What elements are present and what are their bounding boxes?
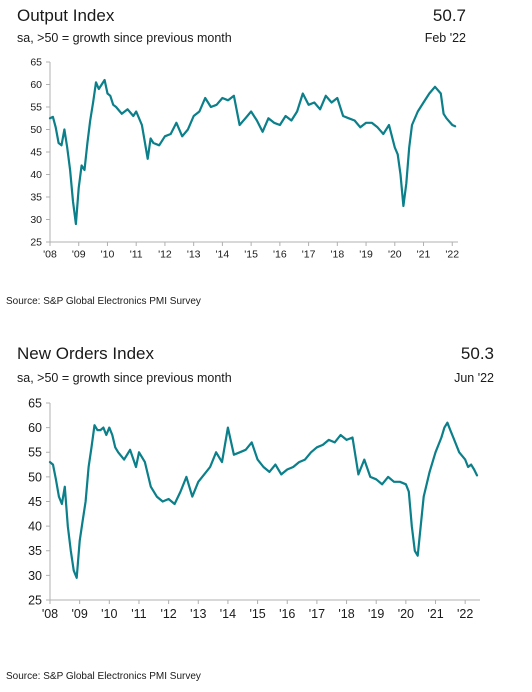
y-tick-label: 40 — [28, 520, 42, 534]
x-tick-label: '22 — [445, 249, 459, 261]
x-tick-label: '15 — [244, 249, 258, 261]
x-tick-label: '21 — [417, 249, 431, 261]
x-tick-label: '22 — [457, 607, 473, 621]
chart-subtitle: sa, >50 = growth since previous month — [17, 371, 232, 385]
source-note: Source: S&P Global Electronics PMI Surve… — [6, 671, 201, 682]
y-tick-label: 30 — [28, 569, 42, 583]
x-tick-label: '17 — [302, 249, 316, 261]
y-tick-label: 45 — [30, 147, 42, 159]
x-tick-label: '21 — [427, 607, 443, 621]
y-tick-label: 25 — [28, 593, 42, 607]
y-tick-label: 45 — [28, 495, 42, 509]
source-note: Source: S&P Global Electronics PMI Surve… — [6, 296, 201, 307]
x-tick-label: '19 — [359, 249, 373, 261]
output-index-panel: Output Index sa, >50 = growth since prev… — [0, 0, 532, 330]
x-tick-label: '14 — [220, 607, 236, 621]
output-index-chart: 25 30 35 40 45 50 55 60 65 '08 '09 '10 '11 '12 '13 '14 '… — [30, 57, 459, 261]
headline-period: Jun '22 — [454, 371, 494, 385]
y-tick-label: 55 — [28, 446, 42, 460]
new-orders-index-panel: New Orders Index sa, >50 = growth since … — [0, 330, 532, 692]
y-tick-label: 65 — [30, 57, 42, 69]
x-tick-label: '16 — [273, 249, 287, 261]
x-tick-label: '19 — [368, 607, 384, 621]
x-tick-label: '09 — [72, 607, 88, 621]
x-tick-label: '18 — [338, 607, 354, 621]
x-tick-label: '11 — [130, 249, 143, 261]
y-tick-label: 25 — [30, 237, 42, 249]
x-tick-label: '18 — [330, 249, 344, 261]
x-tick-label: '12 — [160, 607, 176, 621]
y-tick-label: 60 — [28, 421, 42, 435]
headline-value: 50.7 — [432, 6, 466, 25]
x-tick-label: '17 — [309, 607, 325, 621]
chart-title: Output Index — [17, 6, 115, 25]
y-tick-label: 30 — [30, 214, 42, 226]
y-tick-label: 35 — [28, 544, 42, 558]
x-tick-label: '13 — [190, 607, 206, 621]
x-tick-label: '20 — [388, 249, 402, 261]
headline-value: 50.3 — [460, 344, 494, 363]
x-tick-label: '09 — [72, 249, 86, 261]
x-tick-label: '12 — [158, 249, 172, 261]
x-tick-label: '08 — [42, 607, 58, 621]
x-tick-label: '20 — [398, 607, 414, 621]
y-tick-label: 65 — [28, 396, 42, 410]
y-tick-label: 40 — [30, 169, 42, 181]
y-tick-label: 50 — [30, 124, 42, 136]
headline-period: Feb '22 — [424, 31, 466, 45]
x-tick-label: '13 — [187, 249, 201, 261]
x-tick-label: '16 — [279, 607, 295, 621]
chart-title: New Orders Index — [17, 344, 154, 363]
x-tick-label: '10 — [101, 249, 115, 261]
x-tick-label: '14 — [216, 249, 230, 261]
x-tick-label: '10 — [101, 607, 117, 621]
x-tick-label: '15 — [249, 607, 265, 621]
series-line — [48, 421, 479, 579]
y-tick-label: 50 — [28, 470, 42, 484]
series-line — [48, 78, 457, 226]
new-orders-index-chart: 25 30 35 40 45 50 55 60 65 '08 '09 '10 '11 '12 '13 '14 '… — [28, 396, 480, 621]
y-tick-label: 60 — [30, 79, 42, 91]
x-tick-label: '08 — [43, 249, 57, 261]
y-tick-label: 55 — [30, 102, 42, 114]
y-tick-label: 35 — [30, 192, 42, 204]
x-tick-label: '11 — [131, 607, 146, 621]
chart-subtitle: sa, >50 = growth since previous month — [17, 31, 232, 45]
